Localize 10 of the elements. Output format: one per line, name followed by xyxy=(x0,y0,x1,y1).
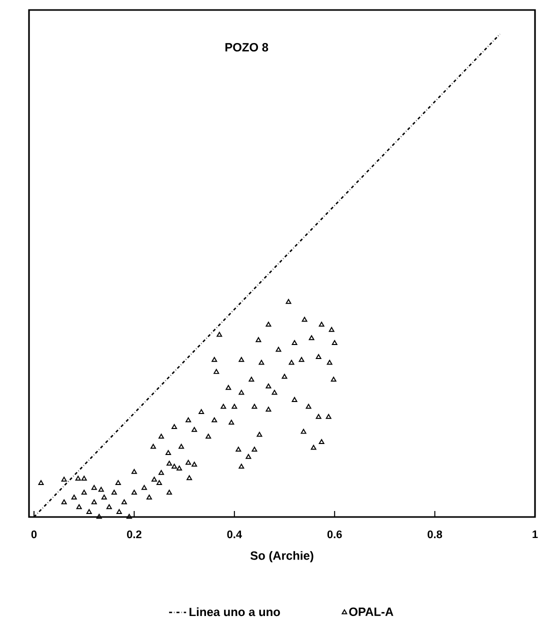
x-tick-label: 0 xyxy=(31,530,37,538)
legend-label: OPAL-A xyxy=(349,608,394,616)
x-axis-title: So (Archie) xyxy=(250,551,314,562)
text: POZO 8 xyxy=(225,43,268,52)
x-tick-label: 0.2 xyxy=(127,530,142,538)
x-tick-label: 1 xyxy=(532,530,538,538)
x-tick-label: 0.6 xyxy=(327,530,342,538)
legend-label: Linea uno a uno xyxy=(190,607,280,616)
x-tick-label: 0.4 xyxy=(227,530,242,538)
x-tick-label: 0.8 xyxy=(428,530,442,538)
